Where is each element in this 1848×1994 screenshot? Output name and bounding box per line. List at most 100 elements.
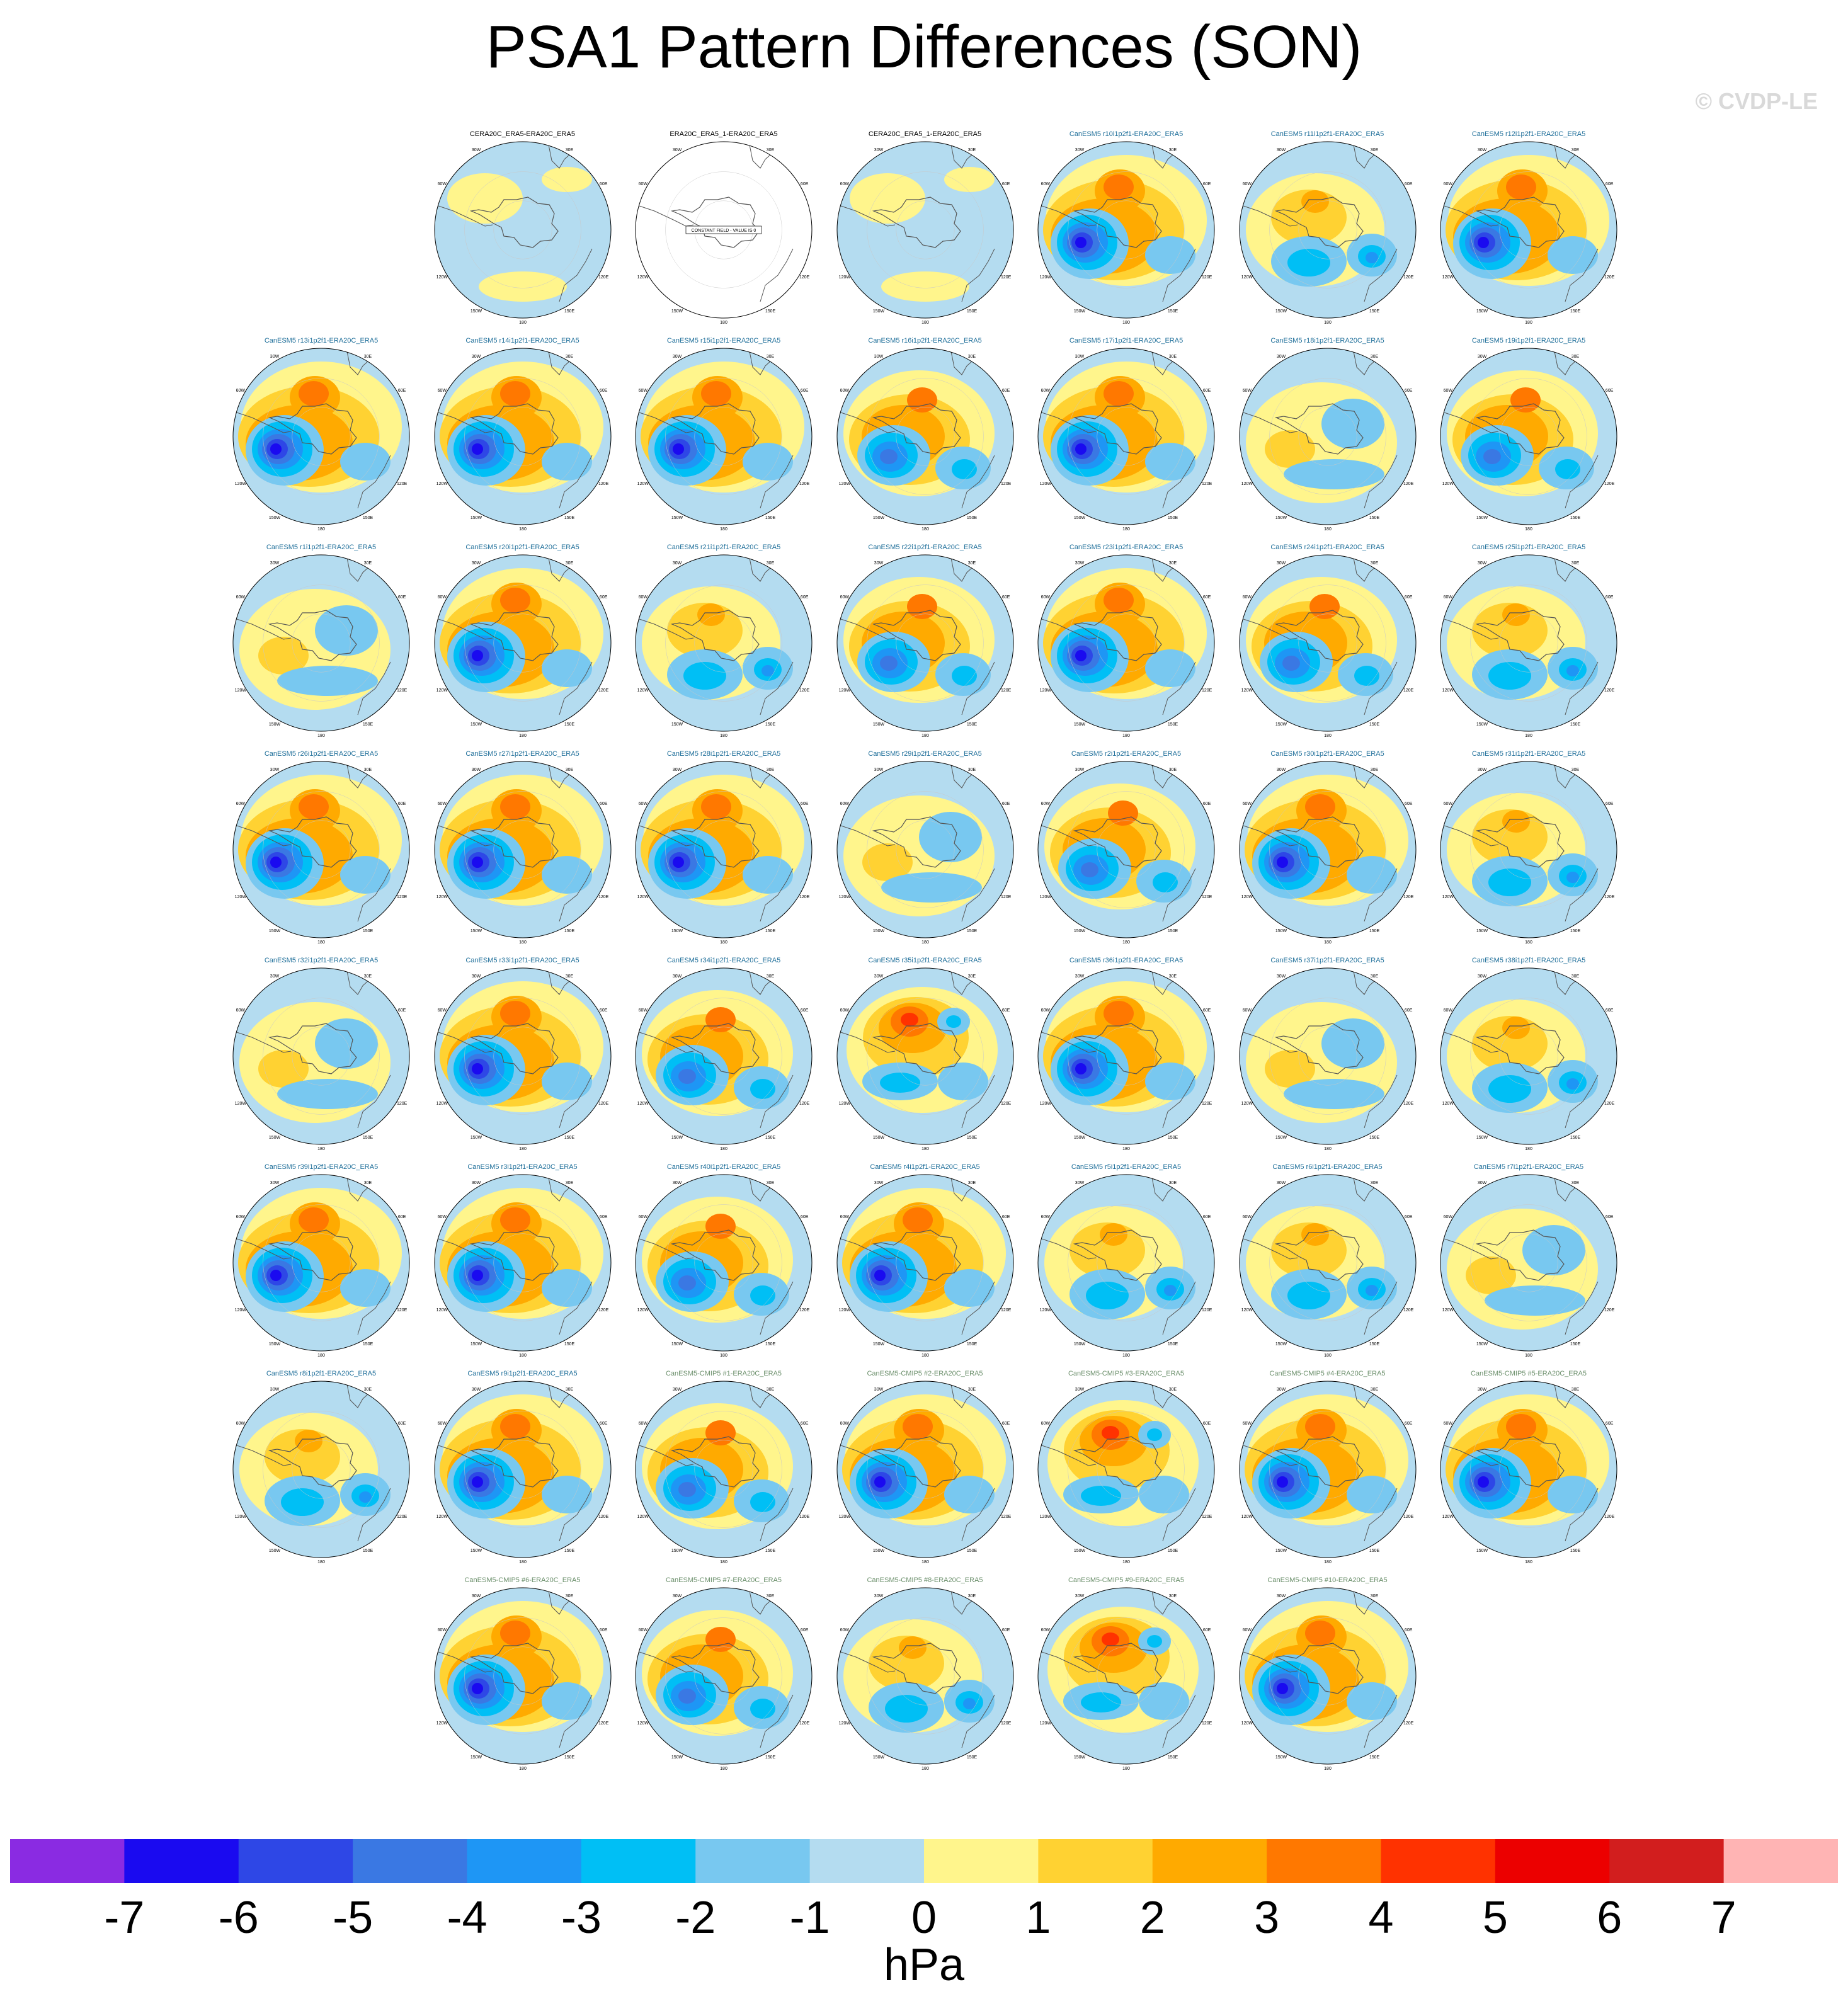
antarctica-outline [469,403,559,455]
longitude-label: 30E [967,768,976,772]
colorbar-tick-label: 2 [1139,1893,1165,1943]
negative-anomaly [944,1476,995,1513]
positive-anomaly-core [499,1621,530,1646]
antarctica-outline [1073,1229,1162,1281]
latitude-circle [464,1411,581,1528]
longitude-label: 150W [1074,516,1086,520]
contour-field [1239,1588,1416,1764]
positive-anomaly-core [1104,174,1134,200]
longitude-label: 0 [522,1173,524,1174]
africa-outline [346,1381,376,1408]
australia-outline [760,868,794,922]
positive-anomaly-core [1502,603,1530,626]
longitude-label: 60W [1444,595,1453,600]
map-frame [1440,141,1617,319]
africa-outline [547,348,577,375]
australia-outline [559,868,592,922]
positive-anomaly-core [499,381,530,406]
antarctica-outline [1274,1436,1364,1488]
map-panel: CanESM5 r16i1p2f1-ERA20C_ERA5018090W90E3… [824,336,1026,544]
contour-field [233,555,409,731]
positive-anomaly-core [1108,800,1138,826]
longitude-label: 30W [270,1387,280,1392]
longitude-label: 150E [1168,309,1178,314]
longitude-label: 150E [1168,722,1178,727]
australia-outline [559,1281,592,1335]
australia-outline [961,1281,995,1335]
south-america-outline [434,1650,493,1673]
longitude-label: 60E [1606,182,1614,186]
negative-anomaly-core [1283,1079,1384,1109]
longitude-label: 120E [397,1308,408,1313]
map-panel: CanESM5 r25i1p2f1-ERA20C_ERA5018090W90E3… [1428,542,1629,750]
longitude-label: 0 [320,760,322,761]
colorbar-tick-label: -4 [447,1893,488,1943]
longitude-label: 180 [720,940,727,945]
longitude-label: 180 [1525,321,1532,325]
antarctica-outline [670,1643,760,1694]
positive-anomaly-core [701,381,731,406]
south-america-outline [1239,1030,1298,1053]
positive-anomaly [447,173,523,224]
longitude-label: 150E [363,1549,374,1553]
south-america-outline [1038,617,1097,640]
south-america-outline [1038,1030,1097,1053]
latitude-circle [1298,200,1357,259]
contour-field [836,348,1013,525]
longitude-label: 180 [519,1767,527,1771]
contour-field [1440,1175,1617,1351]
longitude-label: 0 [1326,347,1329,348]
colorbar-tick-label: 3 [1254,1893,1280,1943]
south-america-outline [233,617,292,640]
longitude-label: 0 [1125,1380,1127,1381]
map-frame [1239,141,1416,319]
africa-outline [748,142,779,169]
longitude-label: 60E [1001,389,1010,393]
longitude-label: 30E [1571,1181,1580,1185]
longitude-label: 60E [1404,802,1412,806]
map-panel: CanESM5-CMIP5 #4-ERA20C_ERA5018090W90E30… [1227,1369,1429,1576]
longitude-label: 120W [436,1515,448,1519]
latitude-circle [896,1646,954,1706]
panel-title: CanESM5 r3i1p2f1-ERA20C_ERA5 [467,1163,578,1171]
longitude-label: 150E [1168,1342,1178,1347]
longitude-label: 60W [1242,1421,1252,1426]
longitude-label: 30W [471,1181,481,1185]
longitude-label: 30E [1571,1387,1580,1392]
polar-map: 018090W90E30E60E120E150E150W120W60W30W [232,1380,410,1564]
longitude-label: 120W [1442,482,1454,486]
positive-anomaly-core [1104,381,1134,406]
contour-field [836,761,1013,938]
longitude-label: 60E [1404,389,1412,393]
map-frame [635,761,813,938]
longitude-label: 120W [1442,275,1454,280]
longitude-label: 60W [639,802,648,806]
map-panel: CanESM5 r23i1p2f1-ERA20C_ERA5018090W90E3… [1025,542,1227,750]
longitude-label: 60W [1242,595,1252,600]
south-america-outline [1440,1237,1499,1260]
map-panel: CanESM5-CMIP5 #2-ERA20C_ERA5018090W90E30… [824,1369,1026,1576]
australia-outline [1364,1488,1397,1542]
negative-anomaly-core [1488,1075,1531,1103]
negative-anomaly-core [874,1270,886,1281]
map-frame [434,761,611,938]
map-frame [1440,348,1617,525]
longitude-label: 60E [1001,1421,1010,1426]
colorbar-tick-label: 5 [1482,1893,1508,1943]
longitude-label: 120E [1403,1515,1413,1519]
longitude-label: 60W [1444,389,1453,393]
australia-outline [1162,661,1196,715]
negative-anomaly [1145,443,1195,481]
australia-outline [1565,1281,1599,1335]
longitude-label: 30W [673,974,682,979]
longitude-label: 120E [1000,1102,1011,1106]
colorbar-tick-label: 6 [1597,1893,1623,1943]
longitude-label: 180 [1525,940,1532,945]
latitude-circle [1298,1440,1357,1499]
latitude-circle [1499,407,1558,466]
polar-map: 018090W90E30E60E120E150E150W120W60W30W [836,554,1013,738]
longitude-label: 120W [1241,1308,1253,1313]
antarctica-outline [469,1023,559,1074]
latitude-circle [1470,998,1587,1115]
latitude-circle [1269,1411,1386,1528]
